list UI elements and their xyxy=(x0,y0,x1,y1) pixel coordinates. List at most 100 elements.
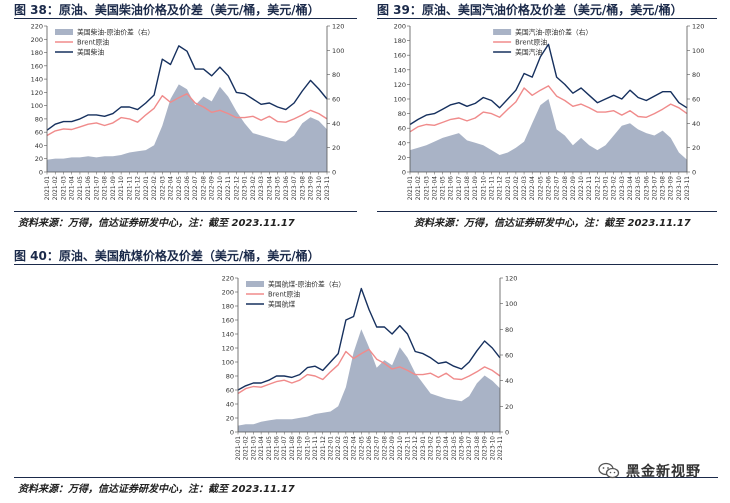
x-tick-label: 2023-08 xyxy=(475,436,481,461)
brent-line xyxy=(237,348,501,395)
left-tick-label: 40 xyxy=(35,142,43,150)
x-tick-label: 2023-03 xyxy=(620,176,626,201)
figure-39-source: 资料来源：万得，信达证券研发中心，注：截至 2023.11.17 xyxy=(414,218,691,229)
x-tick-label: 2023-02 xyxy=(429,436,435,461)
x-tick-label: 2023-03 xyxy=(436,436,442,461)
left-tick-label: 20 xyxy=(398,154,406,162)
left-tick-label: 160 xyxy=(31,62,43,70)
x-tick-label: 2021-10 xyxy=(305,436,311,461)
x-tick-label: 2021-08 xyxy=(290,436,296,461)
x-tick-label: 2021-03 xyxy=(61,176,67,201)
figure-39-source-rule xyxy=(377,211,717,212)
legend-label: 美国航煤-原油价差（右） xyxy=(268,280,345,289)
x-tick-label: 2023-06 xyxy=(644,176,650,201)
legend-swatch xyxy=(493,29,512,35)
x-tick-label: 2022-11 xyxy=(587,176,593,201)
figure-38-title: 图 38：原油、美国柴油价格及价差（美元/桶，美元/桶） xyxy=(14,3,320,17)
left-tick-label: 220 xyxy=(222,275,234,283)
x-tick-label: 2023-04 xyxy=(444,436,450,461)
right-tick-label: 120 xyxy=(332,23,344,31)
x-tick-label: 2022-04 xyxy=(530,176,536,201)
legend-label: 美国柴油 xyxy=(77,48,104,57)
figure-40-title: 图 40：原油、美国航煤价格及价差（美元/桶，美元/桶） xyxy=(14,249,320,263)
x-tick-label: 2023-09 xyxy=(669,176,675,201)
x-tick-label: 2021-02 xyxy=(53,176,59,201)
x-tick-label: 2023-05 xyxy=(276,176,282,201)
jet-fuel-chart: 0 20 40 60 80 100 120 140 160 180 200 220 0 20 40 60 80 1… xyxy=(222,275,518,461)
x-tick-label: 2022-02 xyxy=(336,436,342,461)
x-tick-label: 2022-10 xyxy=(398,436,404,461)
legend-label: Brent原油 xyxy=(268,290,300,299)
x-tick-label: 2022-11 xyxy=(226,176,232,201)
x-tick-label: 2023-09 xyxy=(483,436,489,461)
x-tick-label: 2022-05 xyxy=(177,176,183,201)
figure-40-title-rule xyxy=(14,264,718,265)
x-tick-label: 2022-06 xyxy=(367,436,373,461)
right-tick-label: 100 xyxy=(332,47,344,55)
brent-line xyxy=(409,85,688,133)
x-tick-label: 2023-01 xyxy=(421,436,427,461)
x-tick-label: 2022-08 xyxy=(563,176,569,201)
x-tick-label: 2022-06 xyxy=(547,176,553,201)
x-tick-label: 2022-10 xyxy=(579,176,585,201)
legend-label: 美国航煤 xyxy=(268,300,295,309)
x-tick-label: 2021-10 xyxy=(481,176,487,201)
x-tick-label: 2022-05 xyxy=(538,176,544,201)
product-line xyxy=(237,287,501,391)
left-tick-label: 0 xyxy=(402,169,406,177)
x-tick-label: 2021-09 xyxy=(473,176,479,201)
x-tick-label: 2022-12 xyxy=(234,176,240,201)
x-tick-label: 2021-05 xyxy=(267,436,273,461)
x-tick-label: 2021-08 xyxy=(103,176,109,201)
x-tick-label: 2023-11 xyxy=(498,436,504,461)
x-tick-label: 2022-03 xyxy=(160,176,166,201)
right-tick-label: 120 xyxy=(692,23,704,31)
left-tick-label: 180 xyxy=(222,303,234,311)
x-tick-label: 2023-07 xyxy=(292,176,298,201)
left-tick-label: 200 xyxy=(222,289,234,297)
x-tick-label: 2023-07 xyxy=(652,176,658,201)
x-tick-label: 2022-11 xyxy=(406,436,412,461)
left-tick-label: 140 xyxy=(394,66,406,74)
right-tick-label: 60 xyxy=(505,352,513,360)
right-tick-label: 0 xyxy=(692,169,696,177)
left-tick-label: 80 xyxy=(398,110,406,118)
x-tick-label: 2022-07 xyxy=(555,176,561,201)
x-tick-label: 2023-03 xyxy=(259,176,265,201)
left-tick-label: 20 xyxy=(35,155,43,163)
x-tick-label: 2023-05 xyxy=(452,436,458,461)
x-tick-label: 2021-05 xyxy=(441,176,447,201)
x-tick-label: 2022-01 xyxy=(144,176,150,201)
right-tick-label: 60 xyxy=(692,96,700,104)
x-tick-label: 2021-10 xyxy=(119,176,125,201)
left-tick-label: 180 xyxy=(31,49,43,57)
x-tick-label: 2021-03 xyxy=(424,176,430,201)
left-tick-label: 160 xyxy=(222,317,234,325)
x-tick-label: 2022-10 xyxy=(218,176,224,201)
left-tick-label: 60 xyxy=(398,125,406,133)
x-tick-label: 2021-07 xyxy=(457,176,463,201)
x-tick-label: 2023-01 xyxy=(604,176,610,201)
left-tick-label: 200 xyxy=(31,36,43,44)
right-tick-label: 40 xyxy=(692,120,700,128)
left-tick-label: 20 xyxy=(226,415,234,423)
x-tick-label: 2022-02 xyxy=(152,176,158,201)
left-tick-label: 220 xyxy=(31,23,43,31)
right-tick-label: 40 xyxy=(332,120,340,128)
legend-swatch xyxy=(55,29,73,35)
left-tick-label: 140 xyxy=(31,76,43,84)
left-tick-label: 100 xyxy=(394,96,406,104)
right-tick-label: 80 xyxy=(332,71,340,79)
left-tick-label: 120 xyxy=(31,89,43,97)
x-tick-label: 2021-12 xyxy=(321,436,327,461)
right-tick-label: 80 xyxy=(692,71,700,79)
x-tick-label: 2022-04 xyxy=(352,436,358,461)
left-tick-label: 120 xyxy=(394,81,406,89)
x-tick-label: 2023-07 xyxy=(467,436,473,461)
x-tick-label: 2021-02 xyxy=(244,436,250,461)
figure-38-title-rule xyxy=(14,18,357,19)
left-tick-label: 60 xyxy=(35,129,43,137)
x-tick-label: 2022-09 xyxy=(390,436,396,461)
product-line xyxy=(409,43,688,126)
figure-39-title: 图 39：原油、美国汽油价格及价差（美元/桶，美元/桶） xyxy=(377,3,683,17)
